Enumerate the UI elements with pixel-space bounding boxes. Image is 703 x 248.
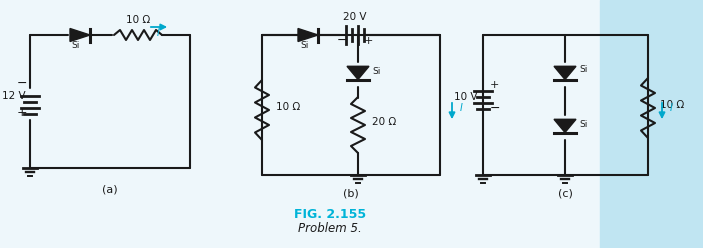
Text: Si: Si	[72, 41, 80, 50]
Bar	[600, 0, 703, 248]
Polygon shape	[70, 29, 90, 41]
Text: 20 V: 20 V	[343, 12, 367, 22]
Bar	[0, 0, 600, 248]
Text: I: I	[670, 103, 673, 113]
Text: (b): (b)	[343, 189, 359, 199]
Polygon shape	[347, 66, 369, 80]
Polygon shape	[554, 119, 576, 132]
Text: +: +	[16, 106, 27, 119]
Text: I: I	[157, 28, 160, 38]
Text: Problem 5.: Problem 5.	[298, 222, 362, 235]
Text: +: +	[363, 36, 373, 46]
Text: 10 V: 10 V	[455, 92, 478, 102]
Text: 10 Ω: 10 Ω	[126, 15, 150, 25]
Text: I: I	[460, 103, 463, 113]
Text: (c): (c)	[558, 189, 573, 199]
Text: −: −	[16, 77, 27, 90]
Text: −: −	[490, 102, 501, 115]
Polygon shape	[298, 29, 318, 41]
Text: (a): (a)	[102, 184, 118, 194]
Text: Si: Si	[579, 120, 588, 129]
Text: −: −	[337, 34, 347, 47]
Text: 10 Ω: 10 Ω	[276, 102, 300, 112]
Polygon shape	[554, 66, 576, 80]
Text: +: +	[490, 80, 499, 90]
Text: Si: Si	[301, 41, 309, 50]
Text: 12 V: 12 V	[2, 91, 26, 101]
Text: FIG. 2.155: FIG. 2.155	[294, 208, 366, 221]
Text: 20 Ω: 20 Ω	[372, 117, 396, 127]
Text: Si: Si	[579, 65, 588, 74]
Text: Si: Si	[372, 67, 380, 76]
Text: 10 Ω: 10 Ω	[660, 100, 684, 110]
